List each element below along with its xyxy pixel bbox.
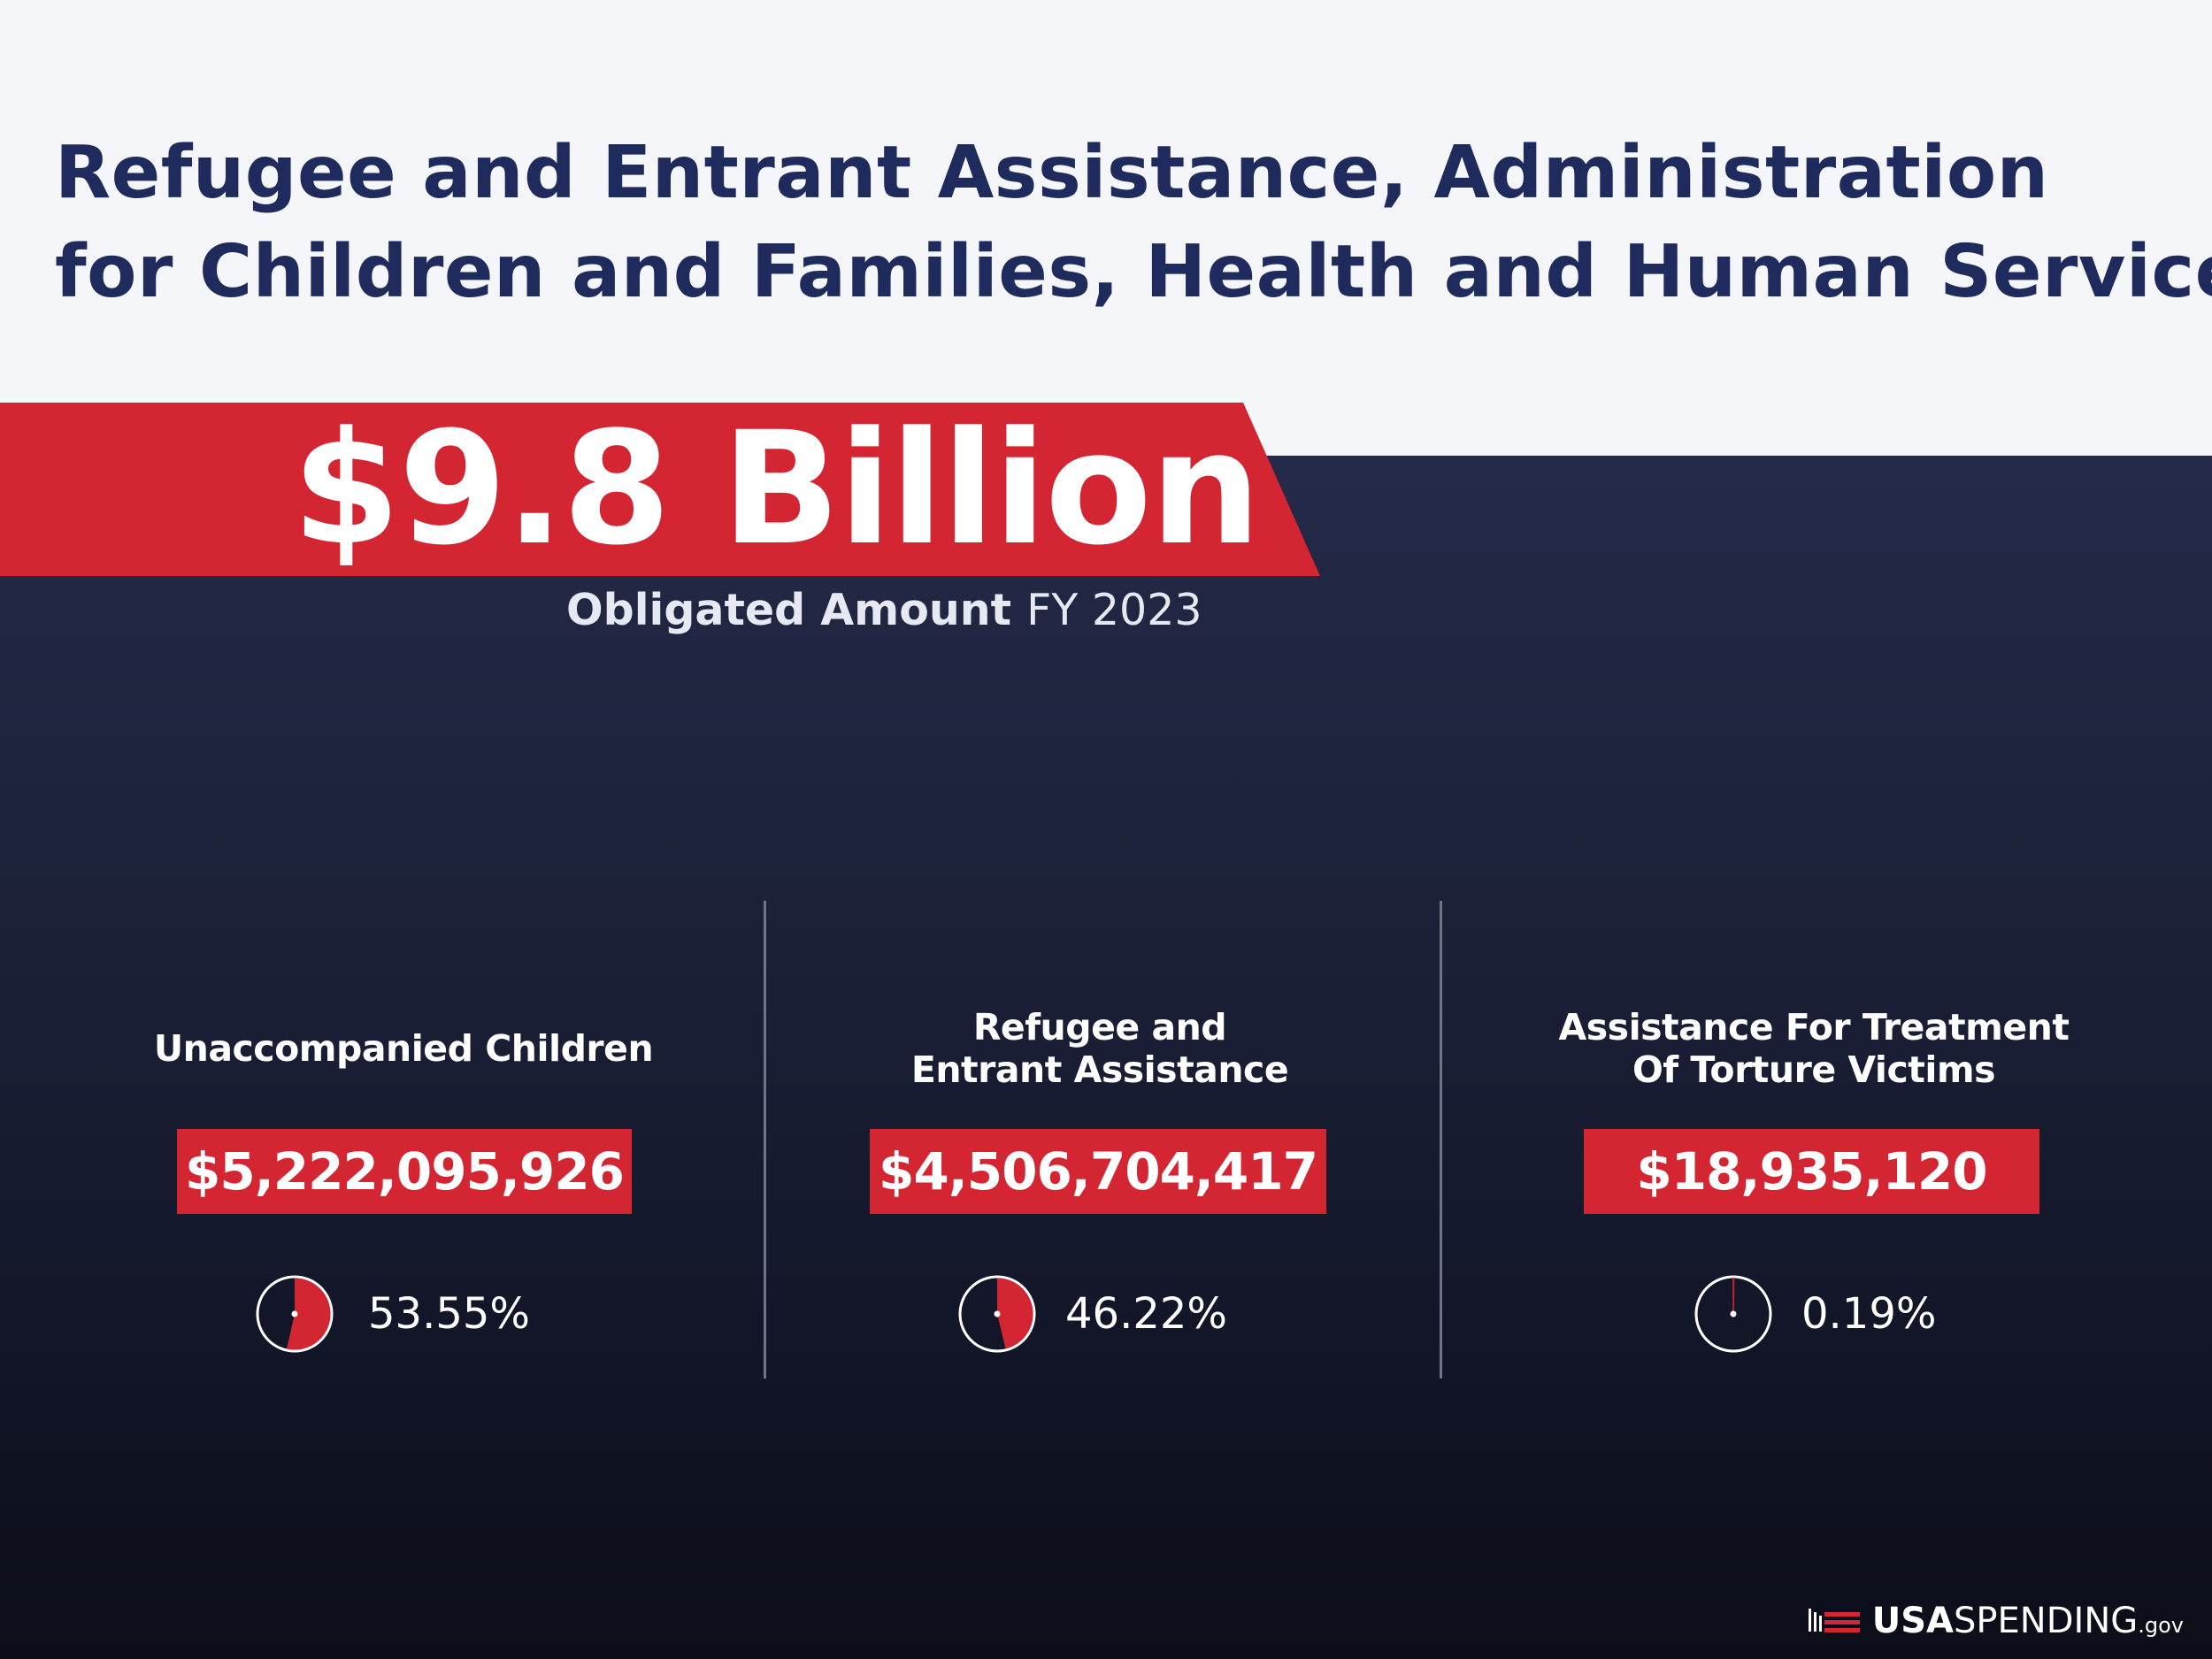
percent-label: 46.22% xyxy=(1065,1289,1228,1339)
column-divider xyxy=(1440,901,1442,1379)
headline-amount: $9.8 Billion xyxy=(292,398,1261,580)
category-label: Refugee and Entrant Assistance xyxy=(910,1006,1289,1091)
category-amount: $4,506,704,417 xyxy=(870,1129,1326,1214)
logo-text-suffix: .gov xyxy=(2138,1613,2184,1638)
logo-bars-icon xyxy=(1808,1609,1860,1632)
caption-main: Obligated Amount xyxy=(566,585,1012,635)
percent-label: 53.55% xyxy=(368,1289,531,1339)
logo-text-regular: SPENDING xyxy=(1954,1601,2139,1641)
title-line-2: for Children and Families, Health and Hu… xyxy=(55,230,2212,314)
percent-row: 0.19% xyxy=(1504,1274,2124,1354)
caption-year: FY 2023 xyxy=(1026,585,1202,635)
category-label: Unaccompanied Children xyxy=(153,1027,654,1070)
percent-row: 46.22% xyxy=(790,1274,1409,1354)
headline-banner xyxy=(0,403,1320,576)
dark-background-panel xyxy=(0,456,2212,1659)
category-amount: $18,935,120 xyxy=(1584,1129,2039,1214)
category-card-unaccompanied-children: Unaccompanied Children $5,222,095,926 53… xyxy=(94,1000,713,1407)
pie-icon xyxy=(1694,1275,1772,1353)
title-line-1: Refugee and Entrant Assistance, Administ… xyxy=(55,131,2049,215)
category-card-refugee-entrant: Refugee and Entrant Assistance $4,506,70… xyxy=(790,1000,1409,1407)
header-panel xyxy=(0,0,2212,456)
pie-icon xyxy=(958,1275,1036,1353)
pie-icon xyxy=(256,1275,334,1353)
category-amount: $5,222,095,926 xyxy=(177,1129,632,1214)
column-divider xyxy=(764,901,766,1379)
page-title: Refugee and Entrant Assistance, Administ… xyxy=(55,124,2212,322)
percent-row: 53.55% xyxy=(94,1274,713,1354)
category-label: Assistance For Treatment Of Torture Vict… xyxy=(1558,1006,2070,1091)
logo-wordmark: USASPENDING.gov xyxy=(1872,1601,2184,1641)
headline-caption: Obligated Amount FY 2023 xyxy=(566,580,1274,641)
category-card-torture-victims: Assistance For Treatment Of Torture Vict… xyxy=(1504,1000,2124,1407)
logo-text-bold: USA xyxy=(1871,1601,1955,1641)
percent-label: 0.19% xyxy=(1801,1289,1937,1339)
usaspending-logo: USASPENDING.gov xyxy=(1808,1600,2184,1642)
